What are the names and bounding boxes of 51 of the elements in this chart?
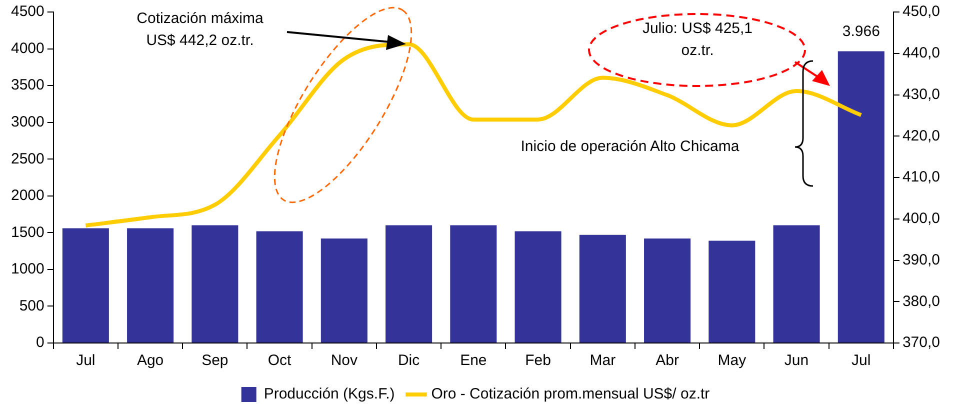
annotation: Julio: US$ 425,1 oz.tr.: [641, 19, 754, 61]
x-tick-label: Jul: [76, 352, 96, 370]
bar: [838, 51, 884, 342]
bar: [62, 228, 109, 342]
legend-label: Oro - Cotización prom.mensual US$/ oz.tr: [431, 386, 710, 403]
bar: [450, 225, 497, 342]
bar: [579, 234, 626, 342]
bar: [256, 231, 303, 342]
y2-tick-label: 450,0: [902, 3, 940, 20]
bar: [708, 240, 756, 342]
y2-tick-label: 400,0: [902, 210, 940, 228]
bar: [514, 231, 562, 342]
y2-tick-label: 410,0: [902, 168, 940, 186]
y2-tick-label: 370,0: [902, 334, 940, 352]
y-tick-label: 2000: [10, 187, 44, 204]
y-tick-label: 1500: [10, 224, 44, 241]
x-tick-label: May: [718, 352, 747, 370]
y-tick-label: 3500: [10, 76, 44, 94]
y-tick-label: 0: [36, 334, 44, 352]
bar: [773, 225, 820, 342]
x-tick-label: Oct: [268, 352, 292, 370]
y-tick-label: 4000: [10, 40, 44, 57]
annotation: Inicio de operación Alto Chicama: [520, 137, 740, 157]
x-tick-label: Jun: [784, 352, 809, 370]
y2-tick-label: 390,0: [902, 251, 940, 268]
y-tick-label: 2500: [10, 150, 44, 168]
x-tick-label: Ene: [460, 352, 487, 370]
x-tick-label: Dic: [398, 352, 420, 370]
bar: [192, 225, 238, 342]
annotation: Cotización máxima US$ 442,2 oz.tr.: [136, 9, 264, 51]
y2-tick-label: 430,0: [902, 86, 940, 103]
x-tick-label: Jul: [852, 352, 871, 370]
x-tick-label: Ago: [136, 352, 164, 370]
x-tick-label: Sep: [202, 352, 228, 370]
y2-tick-label: 440,0: [902, 44, 940, 62]
x-tick-label: Mar: [590, 352, 616, 370]
y-tick-label: 1000: [10, 260, 44, 278]
bar: [320, 238, 368, 342]
y-tick-label: 3000: [10, 113, 44, 130]
data-label: 3.966: [842, 22, 880, 40]
bar: [386, 225, 432, 342]
y2-tick-label: 380,0: [902, 292, 940, 310]
legend-label: Producción (Kgs.F.): [264, 386, 395, 403]
x-tick-label: Nov: [330, 352, 358, 370]
y-tick-label: 4500: [10, 3, 44, 20]
y-tick-label: 500: [19, 297, 44, 314]
x-tick-label: Abr: [656, 352, 679, 370]
x-tick-label: Feb: [525, 352, 551, 370]
bar: [644, 238, 691, 342]
bar: [127, 228, 174, 342]
y2-tick-label: 420,0: [902, 127, 940, 144]
